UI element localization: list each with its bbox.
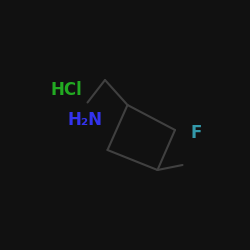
Text: H₂N: H₂N [68,111,102,129]
Text: HCl: HCl [50,81,82,99]
Text: F: F [190,124,202,142]
